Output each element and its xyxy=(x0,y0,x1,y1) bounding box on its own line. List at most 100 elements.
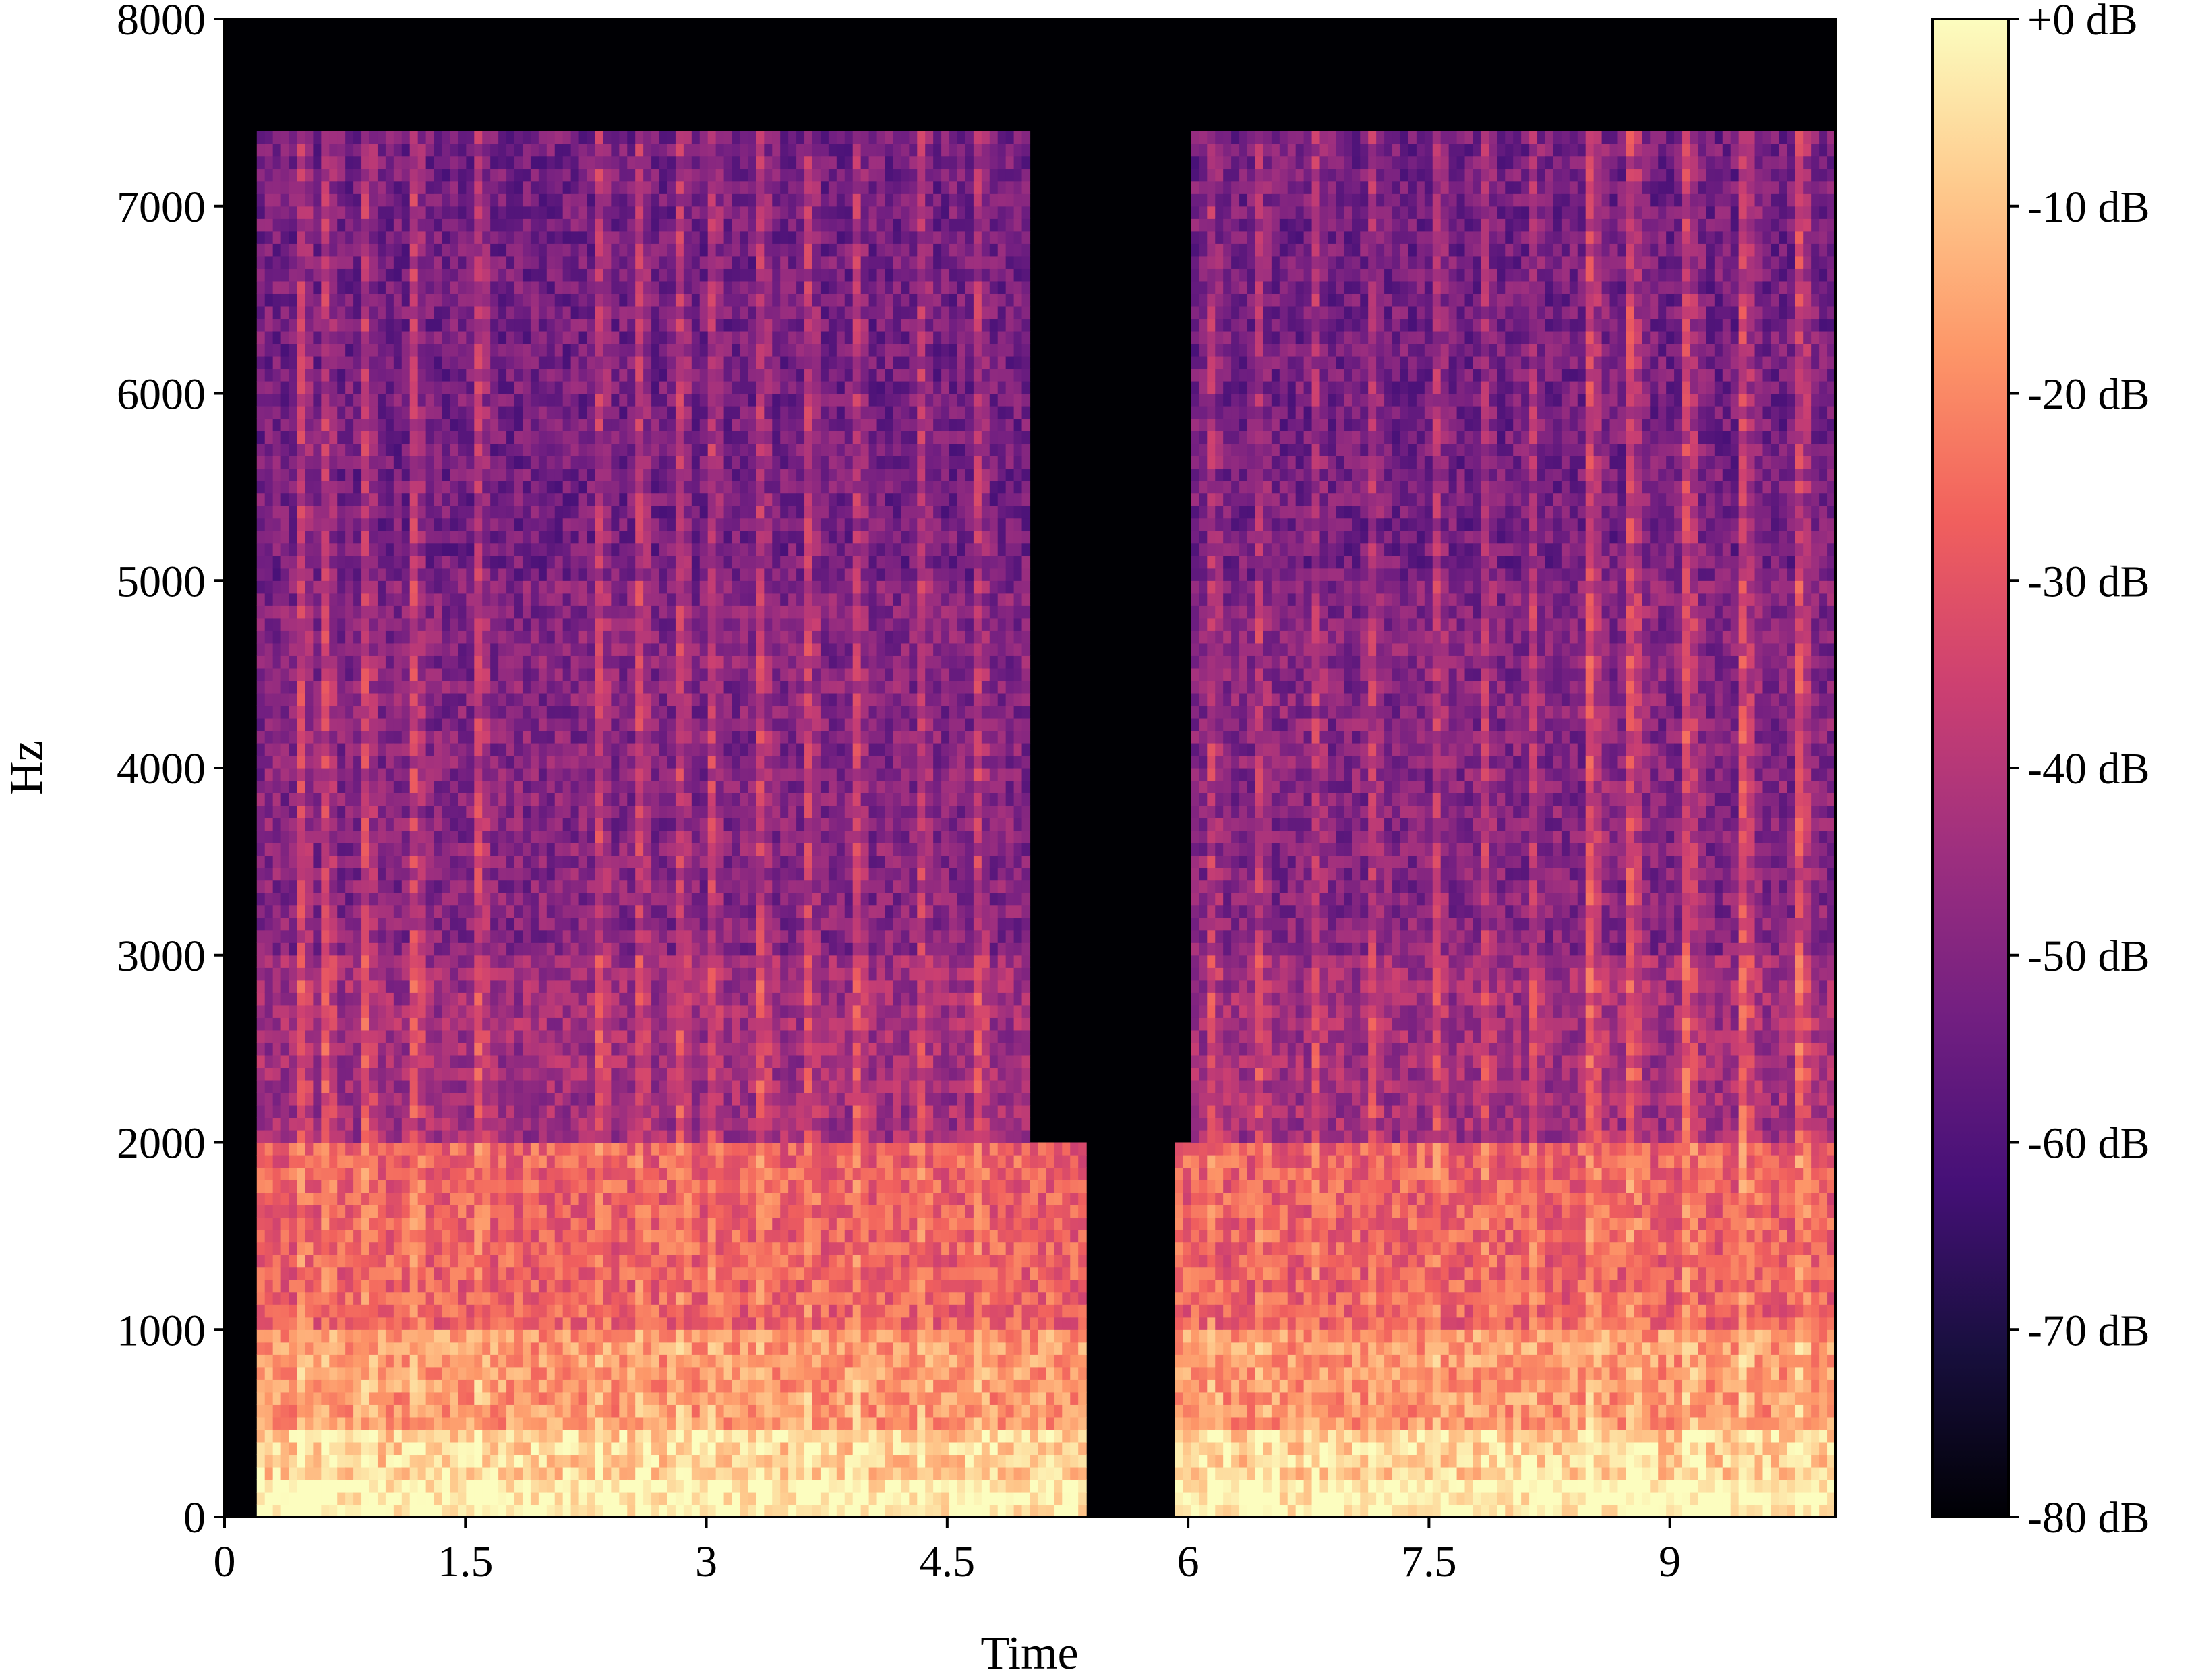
heatmap-cell xyxy=(369,543,378,556)
heatmap-cell xyxy=(570,692,580,707)
heatmap-cell xyxy=(425,1479,435,1493)
heatmap-cell xyxy=(530,967,539,981)
heatmap-cell xyxy=(530,406,539,419)
heatmap-cell xyxy=(353,843,362,856)
heatmap-cell xyxy=(434,605,443,619)
heatmap-cell xyxy=(490,1466,499,1480)
heatmap-cell xyxy=(321,893,330,906)
heatmap-cell xyxy=(305,280,314,294)
heatmap-cell xyxy=(393,1367,403,1380)
heatmap-cell xyxy=(530,443,539,456)
heatmap-cell xyxy=(329,593,338,606)
heatmap-cell xyxy=(450,144,458,157)
heatmap-cell xyxy=(289,830,298,843)
heatmap-cell xyxy=(353,256,362,269)
heatmap-cell xyxy=(329,493,338,506)
heatmap-cell xyxy=(466,543,475,556)
heatmap-cell xyxy=(409,717,419,731)
heatmap-cell xyxy=(272,206,282,219)
heatmap-cell xyxy=(321,680,330,694)
heatmap-cell xyxy=(546,755,556,769)
heatmap-cell xyxy=(595,1205,604,1218)
heatmap-cell xyxy=(498,256,507,269)
heatmap-cell xyxy=(578,1205,588,1218)
heatmap-cell xyxy=(289,305,298,319)
heatmap-cell xyxy=(289,1304,298,1318)
heatmap-cell xyxy=(409,1217,419,1230)
heatmap-cell xyxy=(393,1079,403,1093)
heatmap-cell xyxy=(595,818,604,831)
heatmap-cell xyxy=(337,368,346,382)
heatmap-cell xyxy=(401,843,411,856)
heatmap-cell xyxy=(329,1441,338,1456)
heatmap-cell xyxy=(297,1267,306,1280)
heatmap-cell xyxy=(546,1079,556,1093)
heatmap-cell xyxy=(272,1205,282,1218)
heatmap-cell xyxy=(425,1267,435,1280)
heatmap-cell xyxy=(434,730,443,744)
heatmap-cell xyxy=(458,667,467,681)
heatmap-cell xyxy=(442,1329,451,1343)
heatmap-cell xyxy=(345,305,354,319)
heatmap-cell xyxy=(474,793,483,806)
heatmap-cell xyxy=(450,655,458,669)
heatmap-cell xyxy=(466,556,475,569)
heatmap-cell xyxy=(361,181,370,194)
heatmap-cell xyxy=(506,1017,515,1031)
heatmap-cell xyxy=(417,305,427,319)
heatmap-cell xyxy=(538,1167,547,1180)
heatmap-cell xyxy=(289,1155,298,1168)
heatmap-cell xyxy=(546,1042,556,1056)
heatmap-cell xyxy=(554,1042,564,1056)
heatmap-cell xyxy=(329,1167,338,1180)
heatmap-cell xyxy=(321,456,330,469)
heatmap-cell xyxy=(498,918,507,931)
heatmap-cell xyxy=(578,1042,588,1056)
heatmap-cell xyxy=(393,755,403,769)
heatmap-cell xyxy=(409,431,419,444)
heatmap-cell xyxy=(474,667,483,681)
heatmap-cell xyxy=(305,1329,314,1343)
heatmap-cell xyxy=(554,1317,564,1330)
heatmap-cell xyxy=(305,293,314,307)
heatmap-cell xyxy=(345,268,354,282)
heatmap-cell xyxy=(385,717,394,731)
heatmap-cell xyxy=(562,368,572,382)
heatmap-cell xyxy=(313,805,322,818)
heatmap-cell xyxy=(280,1367,290,1380)
heatmap-cell xyxy=(425,1192,435,1205)
heatmap-cell xyxy=(272,1092,282,1106)
heatmap-cell xyxy=(361,1217,370,1230)
heatmap-cell xyxy=(458,518,467,531)
heatmap-cell xyxy=(514,1042,523,1056)
heatmap-cell xyxy=(256,368,266,382)
heatmap-cell xyxy=(337,468,346,481)
heatmap-cell xyxy=(417,593,427,606)
heatmap-cell xyxy=(442,1367,451,1380)
heatmap-cell xyxy=(506,1441,515,1456)
heatmap-cell xyxy=(562,830,572,843)
heatmap-cell xyxy=(538,1129,547,1143)
heatmap-cell xyxy=(530,1192,539,1205)
heatmap-cell xyxy=(393,1205,403,1218)
heatmap-cell xyxy=(506,1354,515,1368)
heatmap-cell xyxy=(450,1180,458,1193)
heatmap-cell xyxy=(353,380,362,394)
heatmap-cell xyxy=(289,568,298,581)
heatmap-cell xyxy=(417,930,427,943)
heatmap-cell xyxy=(530,805,539,818)
heatmap-cell xyxy=(297,218,306,232)
heatmap-cell xyxy=(297,1454,306,1468)
heatmap-cell xyxy=(570,218,580,232)
heatmap-cell xyxy=(321,1292,330,1305)
heatmap-cell xyxy=(264,318,274,332)
heatmap-cell xyxy=(570,418,580,431)
heatmap-cell xyxy=(329,618,338,631)
heatmap-cell xyxy=(305,1429,314,1443)
heatmap-cell xyxy=(329,280,338,294)
heatmap-cell xyxy=(264,1129,274,1143)
heatmap-cell xyxy=(530,1129,539,1143)
heatmap-cell xyxy=(280,855,290,868)
heatmap-cell xyxy=(321,556,330,569)
heatmap-cell xyxy=(458,992,467,1006)
